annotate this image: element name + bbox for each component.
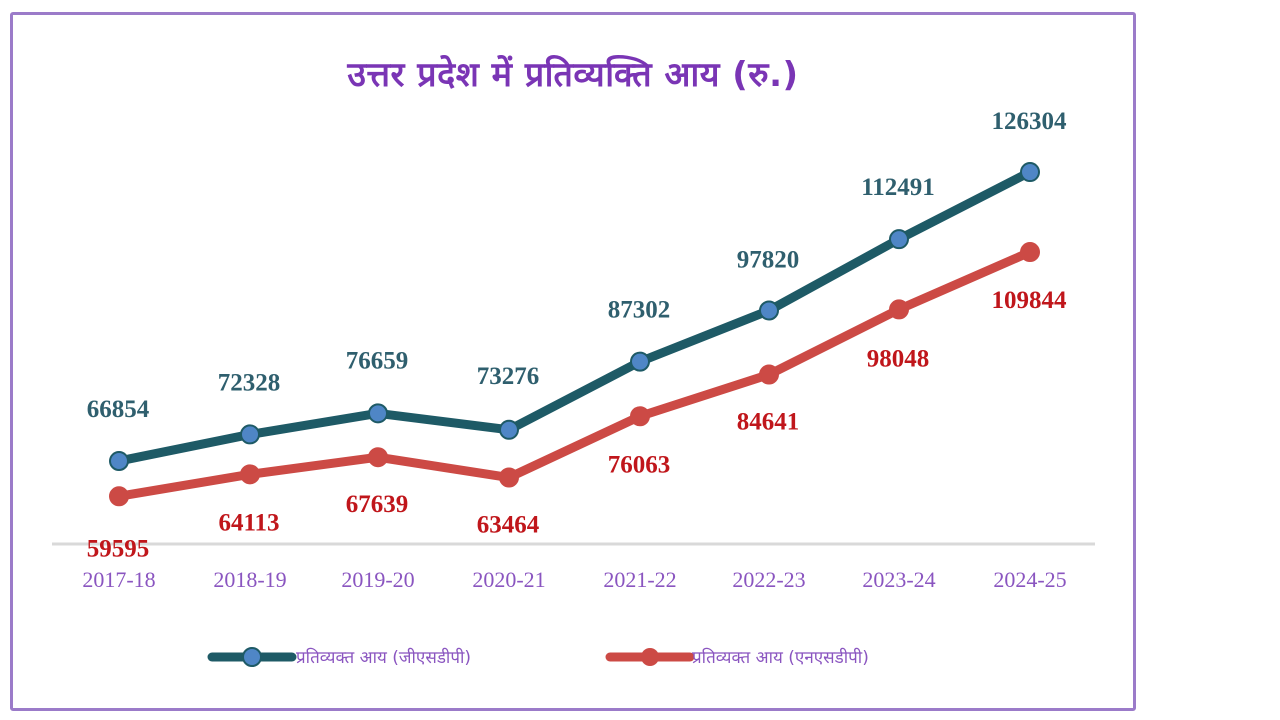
legend-marker-gsdp-icon [242, 647, 262, 667]
data-point-marker[interactable] [889, 299, 909, 320]
data-label: 66854 [87, 396, 150, 423]
x-tick-label: 2021-22 [603, 567, 676, 592]
x-tick-label: 2020-21 [472, 567, 545, 592]
x-tick-label: 2023-24 [862, 567, 935, 592]
legend-label-gsdp: प्रतिव्यक्त आय (जीएसडीपी) [296, 647, 471, 668]
data-point-marker[interactable] [1020, 242, 1040, 263]
x-tick-label: 2022-23 [732, 567, 805, 592]
series-nsdp: 59595 64113 67639 63464 76063 84641 98048 10984… [87, 242, 1068, 562]
chart-frame [10, 12, 1136, 711]
x-tick-label: 2018-19 [213, 567, 286, 592]
data-label: 84641 [737, 409, 800, 436]
data-label: 64113 [218, 509, 279, 536]
data-point-marker[interactable] [499, 419, 519, 440]
data-point-marker[interactable] [109, 486, 129, 507]
x-tick-label: 2024-25 [993, 567, 1066, 592]
data-point-marker[interactable] [630, 406, 650, 427]
legend: प्रतिव्यक्त आय (जीएसडीपी) प्रतिव्यक्त आय… [207, 647, 869, 668]
legend-marker-nsdp-icon [641, 648, 659, 666]
chart-title: उत्तर प्रदेश में प्रतिव्यक्ति आय (रु.) [347, 55, 799, 95]
data-label: 72328 [218, 369, 281, 396]
data-point-marker[interactable] [240, 464, 260, 485]
data-label: 67639 [346, 491, 409, 518]
data-label: 59595 [87, 535, 150, 562]
data-point-marker[interactable] [368, 403, 388, 424]
data-label: 126304 [992, 108, 1068, 135]
data-label: 98048 [867, 345, 930, 372]
data-label: 97820 [737, 246, 800, 273]
series-line [114, 167, 1035, 466]
data-label: 87302 [608, 297, 671, 324]
data-label: 112491 [861, 174, 935, 201]
data-point-marker[interactable] [759, 300, 779, 321]
data-label: 76063 [608, 451, 671, 478]
x-tick-label: 2019-20 [341, 567, 414, 592]
x-tick-label: 2017-18 [82, 567, 155, 592]
legend-item-gsdp[interactable]: प्रतिव्यक्त आय (जीएसडीपी) [207, 647, 471, 668]
x-axis-tick-labels: 2017-18 2018-19 2019-20 2020-21 2021-22 2022-… [82, 567, 1066, 592]
data-label: 73276 [477, 363, 540, 390]
legend-item-nsdp[interactable]: प्रतिव्यक्त आय (एनएसडीपी) [605, 647, 869, 668]
data-point-marker[interactable] [109, 451, 129, 472]
data-label: 63464 [477, 512, 540, 539]
legend-label-nsdp: प्रतिव्यक्त आय (एनएसडीपी) [692, 647, 869, 668]
data-point-marker[interactable] [1020, 162, 1040, 183]
series-gsdp: 66854 72328 76659 73276 87302 97820 112491 1263… [87, 108, 1068, 472]
data-point-marker[interactable] [368, 447, 388, 468]
data-label: 109844 [992, 287, 1068, 314]
data-point-marker[interactable] [759, 364, 779, 385]
data-point-marker[interactable] [499, 467, 519, 488]
data-point-marker[interactable] [889, 229, 909, 250]
series-line [114, 247, 1035, 501]
data-point-marker[interactable] [240, 424, 260, 445]
data-point-marker[interactable] [630, 351, 650, 372]
data-label: 76659 [346, 347, 409, 374]
